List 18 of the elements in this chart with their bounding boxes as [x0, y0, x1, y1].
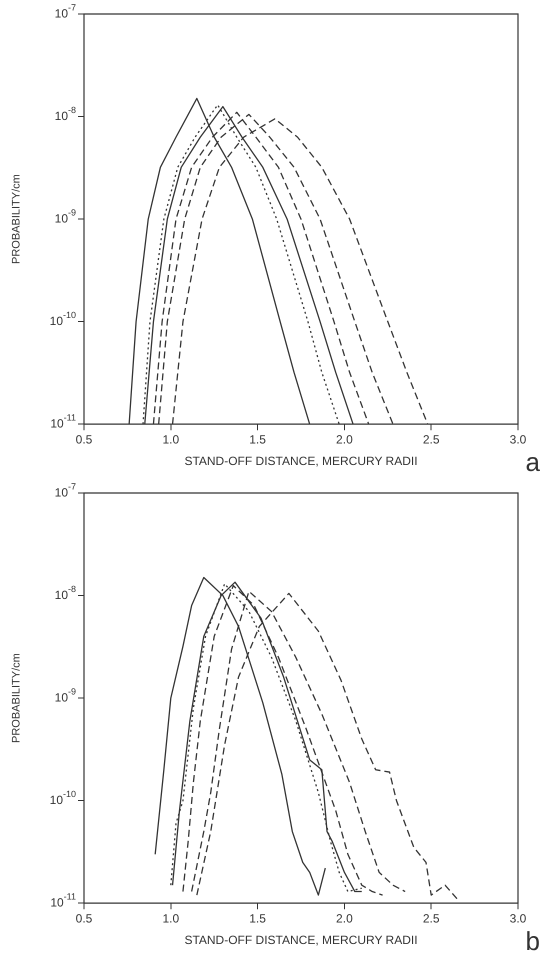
x-tick-label: 1.0	[162, 432, 180, 447]
x-tick-label: 0.5	[76, 432, 93, 447]
x-tick-label: 3.0	[510, 432, 527, 447]
x-axis-title: STAND-OFF DISTANCE, MERCURY RADII	[184, 454, 418, 468]
x-tick-label: 0.5	[76, 912, 93, 926]
x-tick-label: 2.5	[422, 432, 440, 447]
x-tick-label: 1.5	[249, 912, 266, 926]
text: a	[526, 447, 541, 478]
y-axis-title: PROBABILITY/cm	[10, 174, 23, 264]
x-tick-label: 1.5	[249, 432, 266, 447]
x-tick-label: 2.5	[422, 912, 440, 926]
x-tick-label: 2.0	[336, 432, 354, 447]
text: b	[526, 926, 540, 956]
x-tick-label: 1.0	[162, 912, 180, 926]
y-axis-title: PROBABILITY/cm	[10, 653, 23, 744]
x-tick-label: 3.0	[510, 912, 527, 926]
x-tick-label: 2.0	[336, 912, 354, 926]
x-axis-title: STAND-OFF DISTANCE, MERCURY RADII	[184, 933, 418, 948]
